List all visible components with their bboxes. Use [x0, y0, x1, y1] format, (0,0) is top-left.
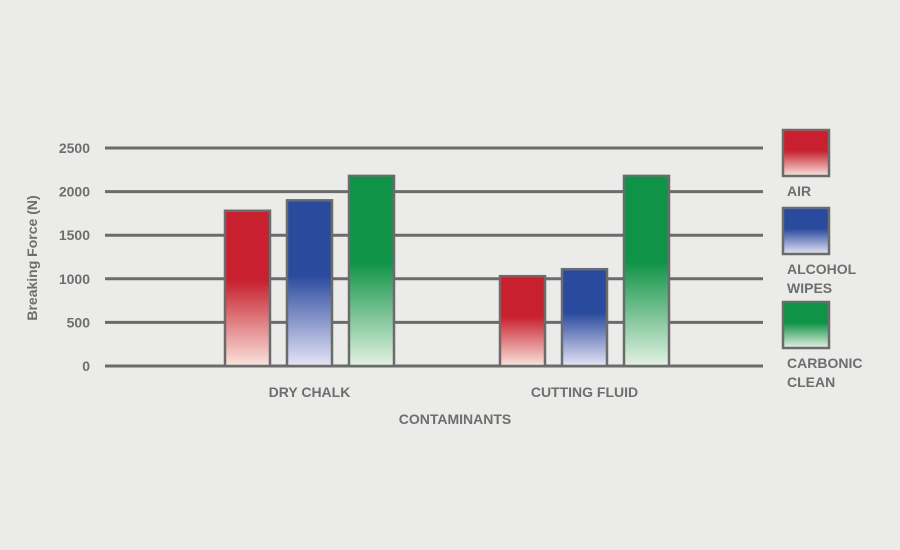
bar-cutting-fluid-air — [498, 274, 547, 368]
category-label-dry-chalk: DRY CHALK — [269, 384, 351, 400]
y-axis-title: Breaking Force (N) — [24, 195, 40, 320]
x-axis-categories: DRY CHALK CUTTING FLUID — [269, 384, 639, 400]
legend-label-carbonic-clean-line-2: CLEAN — [787, 374, 835, 390]
category-label-cutting-fluid: CUTTING FLUID — [531, 384, 638, 400]
x-axis-title: CONTAMINANTS — [399, 411, 512, 427]
legend-swatch-air — [781, 128, 831, 178]
y-tick-label-500: 500 — [67, 314, 91, 330]
legend-swatch-alcohol-wipes — [781, 206, 831, 256]
legend-label-air-line-1: AIR — [787, 183, 811, 199]
legend-label-alcohol-wipes-line-2: WIPES — [787, 280, 832, 296]
legend: AIR ALCOHOL WIPES CARBONIC CLEAN — [781, 128, 862, 390]
y-tick-label-0: 0 — [82, 358, 90, 374]
legend-swatch-carbonic-clean — [781, 300, 831, 350]
y-axis-ticks: 0 500 1000 1500 2000 2500 — [59, 140, 90, 374]
y-tick-label-1000: 1000 — [59, 271, 90, 287]
legend-label-carbonic-clean-line-1: CARBONIC — [787, 355, 862, 371]
y-tick-label-2000: 2000 — [59, 184, 90, 200]
bars — [223, 174, 671, 368]
bar-cutting-fluid-alcohol-wipes — [560, 267, 609, 368]
bar-cutting-fluid-carbonic-clean — [622, 174, 671, 368]
y-tick-label-2500: 2500 — [59, 140, 90, 156]
bar-dry-chalk-alcohol-wipes — [285, 199, 334, 368]
bar-dry-chalk-air — [223, 209, 272, 368]
legend-label-alcohol-wipes-line-1: ALCOHOL — [787, 261, 857, 277]
y-tick-label-1500: 1500 — [59, 227, 90, 243]
bar-dry-chalk-carbonic-clean — [347, 174, 396, 368]
